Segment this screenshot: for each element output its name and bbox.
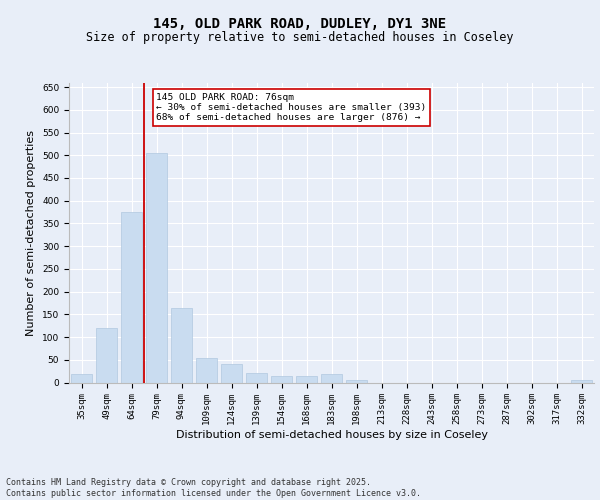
Bar: [171, 308, 192, 382]
Bar: [296, 376, 317, 382]
Bar: [96, 328, 117, 382]
Bar: [271, 376, 292, 382]
Text: Contains HM Land Registry data © Crown copyright and database right 2025.
Contai: Contains HM Land Registry data © Crown c…: [6, 478, 421, 498]
Bar: [246, 374, 267, 382]
Bar: [221, 364, 242, 382]
Bar: [571, 380, 592, 382]
X-axis label: Distribution of semi-detached houses by size in Coseley: Distribution of semi-detached houses by …: [176, 430, 487, 440]
Bar: [71, 374, 92, 382]
Bar: [146, 153, 167, 382]
Text: 145 OLD PARK ROAD: 76sqm
← 30% of semi-detached houses are smaller (393)
68% of : 145 OLD PARK ROAD: 76sqm ← 30% of semi-d…: [157, 92, 427, 122]
Bar: [121, 212, 142, 382]
Bar: [196, 358, 217, 382]
Bar: [346, 380, 367, 382]
Text: 145, OLD PARK ROAD, DUDLEY, DY1 3NE: 145, OLD PARK ROAD, DUDLEY, DY1 3NE: [154, 18, 446, 32]
Text: Size of property relative to semi-detached houses in Coseley: Size of property relative to semi-detach…: [86, 31, 514, 44]
Y-axis label: Number of semi-detached properties: Number of semi-detached properties: [26, 130, 37, 336]
Bar: [321, 374, 342, 382]
